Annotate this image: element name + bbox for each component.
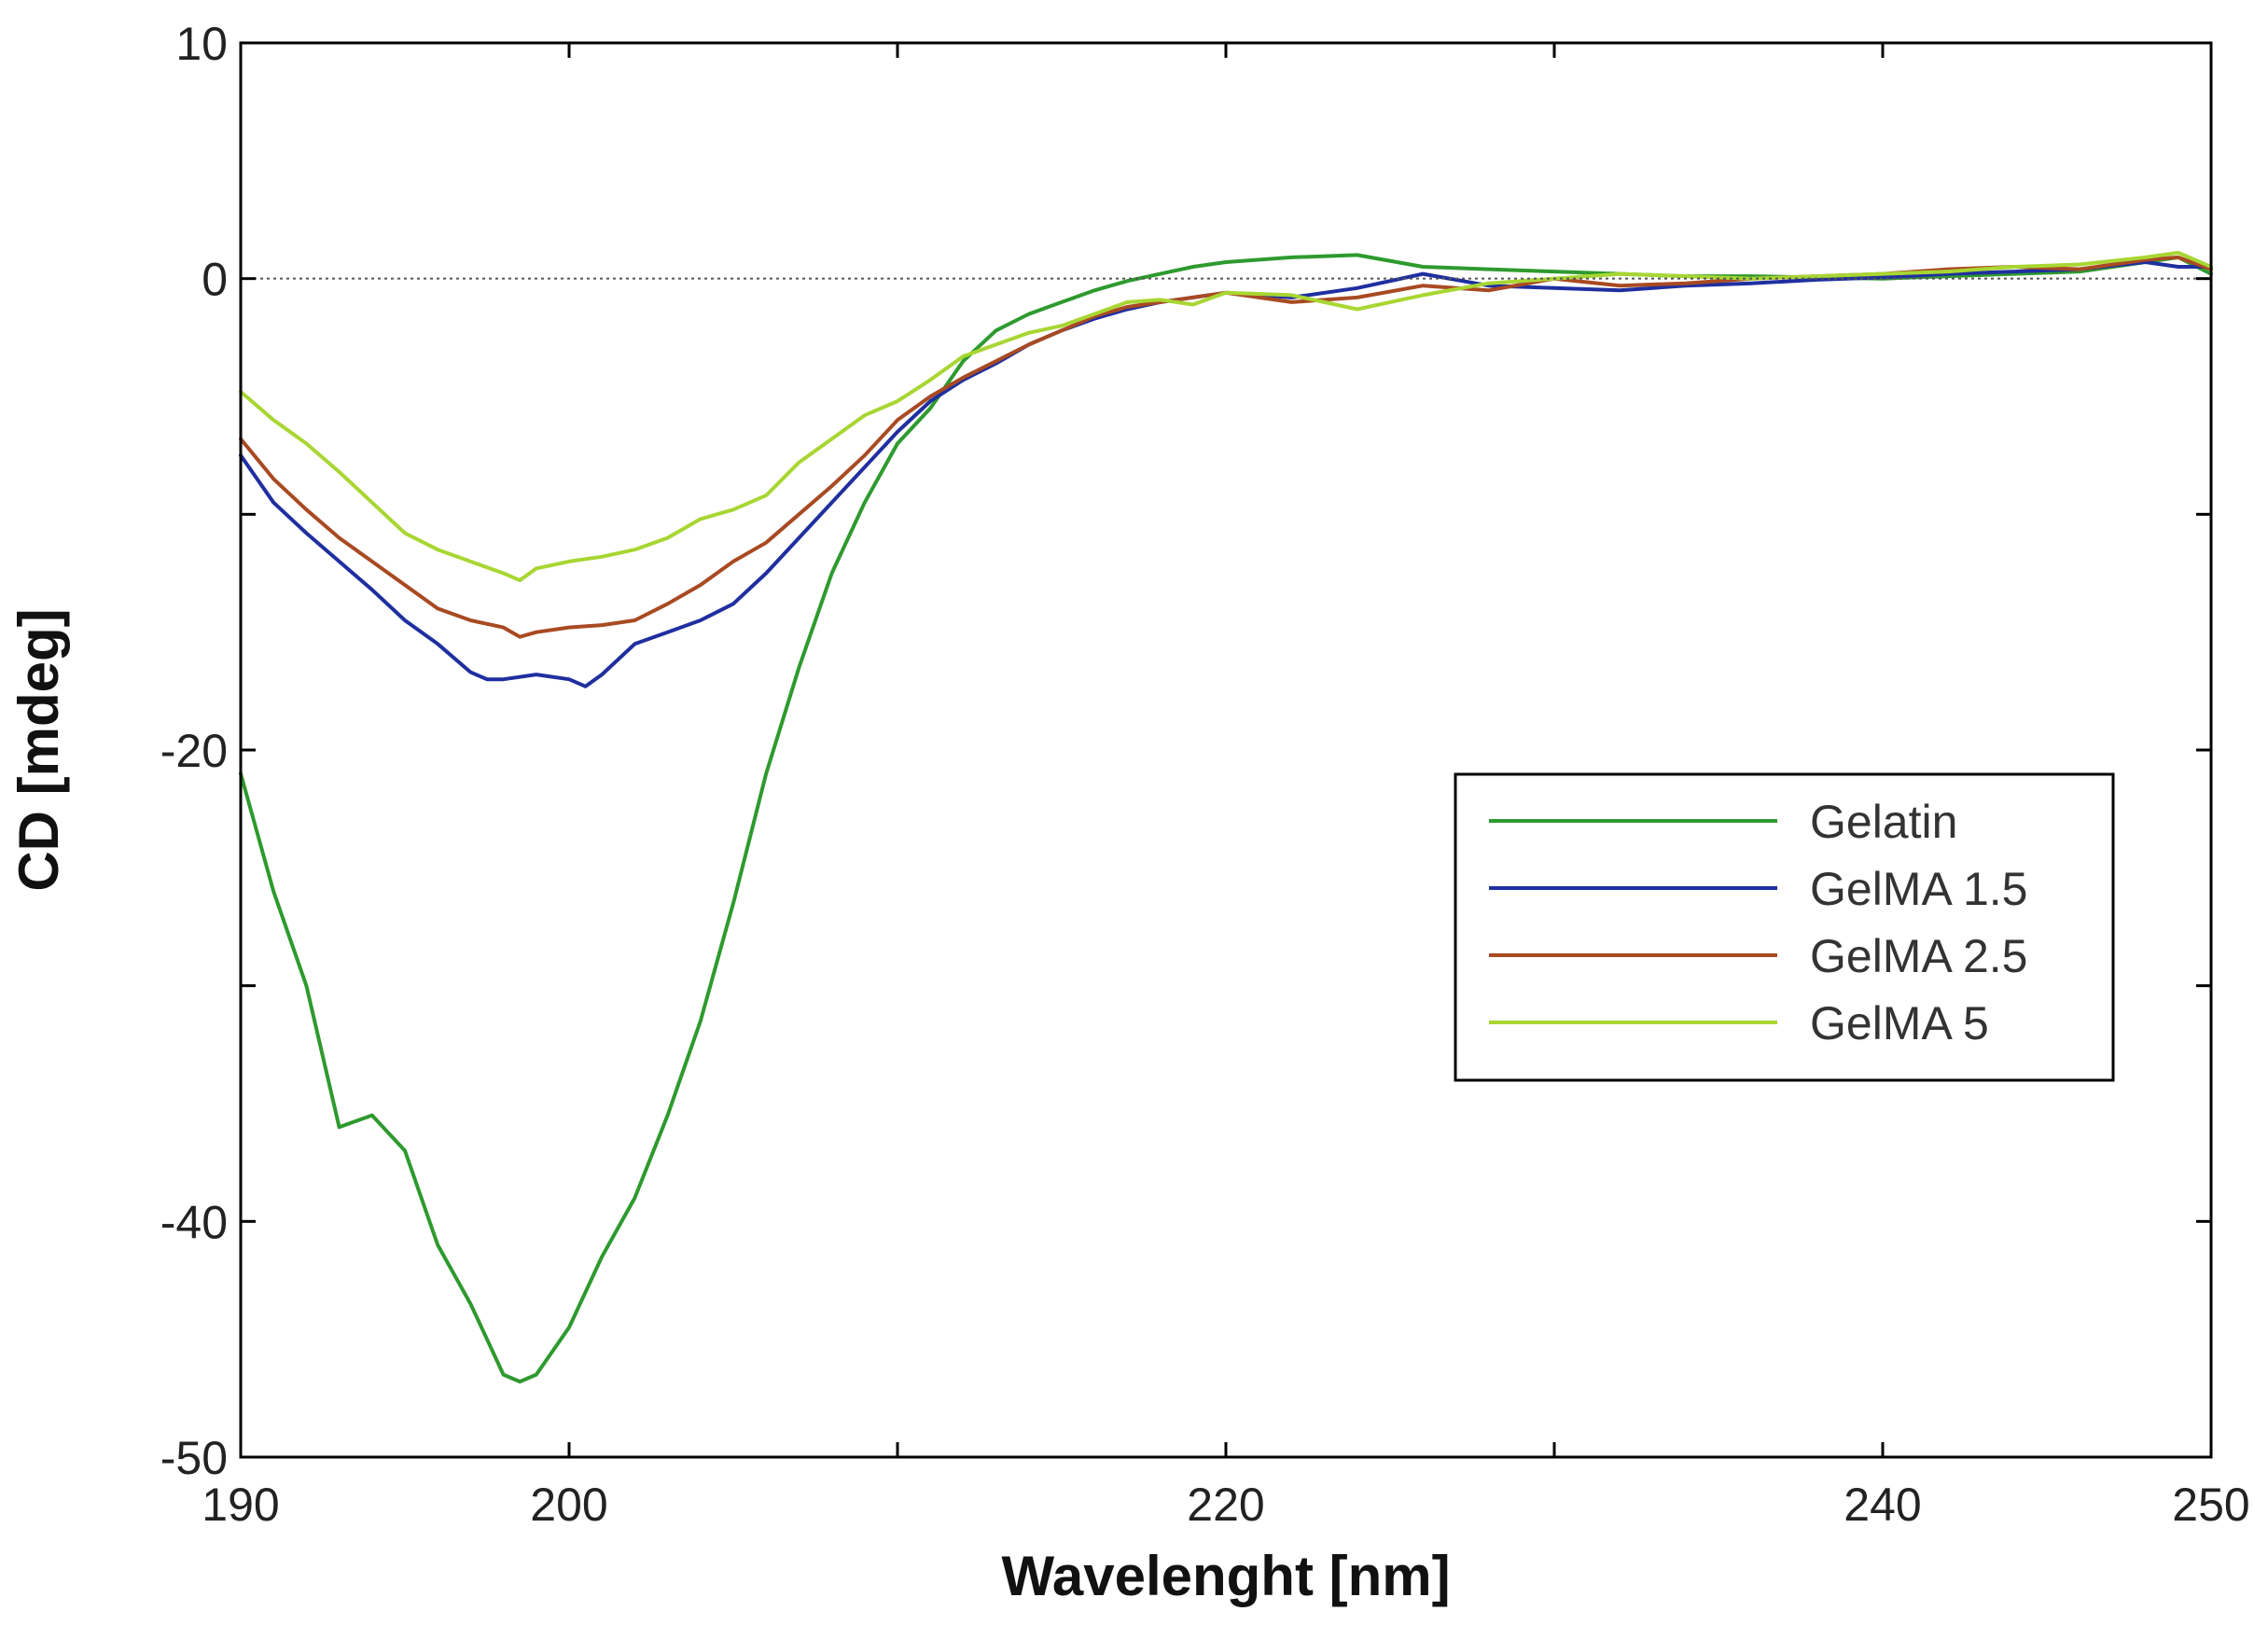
x-tick-label: 250 [2172, 1479, 2249, 1531]
legend-label: GelMA 1.5 [1810, 863, 2027, 915]
axis-ticks [239, 41, 2213, 1459]
y-axis-title: CD [mdeg] [7, 608, 70, 891]
y-tick-label: -20 [160, 725, 228, 777]
series-line-gelma-1-5 [239, 260, 2213, 688]
x-tick-label: 200 [530, 1479, 607, 1531]
y-tick-label: -40 [160, 1196, 228, 1248]
series-layer [239, 250, 2213, 1384]
x-tick-label: 240 [1844, 1479, 1921, 1531]
x-axis-title: Wavelenght [nm] [1001, 1545, 1450, 1607]
legend-box [1454, 772, 2115, 1082]
legend-label: GelMA 5 [1810, 997, 1989, 1049]
series-line-gelatin [239, 253, 2213, 1384]
y-tick-label: 10 [175, 18, 228, 70]
x-tick-label: 190 [202, 1479, 279, 1531]
legend: Gelatin GelMA 1.5 GelMA 2.5 GelMA 5 [1454, 772, 2115, 1082]
y-tick-label: -50 [160, 1432, 228, 1484]
y-tick-label: 0 [202, 254, 228, 306]
axis-tick-labels: 190 200 220 240 250 10 0 -20 -40 -50 [160, 18, 2250, 1531]
series-line-gelma-5 [239, 250, 2213, 583]
legend-label: GelMA 2.5 [1810, 930, 2027, 982]
x-tick-label: 220 [1187, 1479, 1264, 1531]
legend-label: Gelatin [1810, 796, 1957, 848]
